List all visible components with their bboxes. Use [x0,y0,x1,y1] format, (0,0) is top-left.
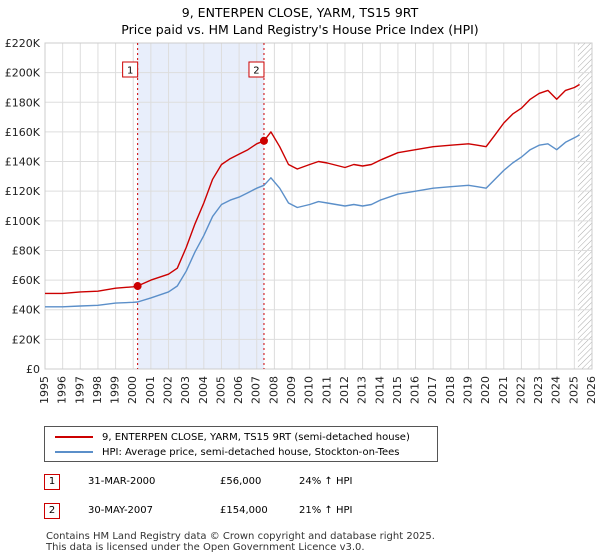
x-tick-label: 1995 [38,376,51,404]
y-tick-label: £80K [12,244,41,257]
x-tick-label: 2019 [461,376,474,404]
x-tick-label: 2012 [338,376,351,404]
x-tick-label: 2020 [479,376,492,404]
y-tick-label: £100K [5,215,41,228]
plot-background [45,43,592,369]
transaction-point [259,136,268,145]
legend-item-hpi: HPI: Average price, semi-detached house,… [55,445,400,459]
transaction-date: 31-MAR-2000 [88,476,156,487]
transaction-hpi-change: 24% ↑ HPI [299,476,353,487]
y-tick-label: £20K [12,333,41,346]
transaction-price: £56,000 [220,476,262,487]
x-tick-label: 2011 [320,376,333,404]
marker-badge-label: 2 [253,66,259,77]
transaction-row: 1 31-MAR-2000 £56,000 24% ↑ HPI [44,474,444,490]
legend-label-property: 9, ENTERPEN CLOSE, YARM, TS15 9RT (semi-… [102,431,410,443]
x-tick-label: 2014 [373,376,386,404]
legend-line-hpi [55,451,93,453]
x-tick-label: 2024 [550,376,563,404]
price-chart: £0 £20K £40K £60K £80K £100K £120K £140K £160K £1… [5,37,598,404]
chart-legend: 9, ENTERPEN CLOSE, YARM, TS15 9RT (semi-… [44,426,438,462]
y-tick-label: £60K [12,274,41,287]
footer-attribution: Contains HM Land Registry data © Crown c… [46,531,435,553]
x-tick-label: 2022 [514,376,527,404]
x-tick-label: 2021 [497,376,510,404]
x-tick-label: 2016 [409,376,422,404]
price-paid-line [45,83,580,295]
x-tick-label: 1999 [109,376,122,404]
legend-item-property: 9, ENTERPEN CLOSE, YARM, TS15 9RT (semi-… [55,430,410,444]
transaction-badge: 2 [44,503,60,519]
y-tick-label: £0 [26,363,40,376]
forecast-hatch [577,43,592,369]
x-tick-label: 2005 [214,376,227,404]
transaction-date: 30-MAY-2007 [88,505,154,516]
x-tick-label: 2000 [126,376,139,404]
x-tick-label: 2010 [303,376,316,404]
x-tick-label: 2017 [426,376,439,404]
chart-subtitle: Price paid vs. HM Land Registry's House … [121,22,479,37]
footer-line-licence: This data is licensed under the Open Gov… [46,542,365,553]
footer-line-copyright: Contains HM Land Registry data © Crown c… [46,531,435,542]
y-tick-label: £200K [5,67,41,80]
x-tick-label: 2004 [197,376,210,404]
x-tick-label: 2006 [232,376,245,404]
marker-badge [122,61,139,78]
x-tick-label: 2025 [567,376,580,404]
x-tick-label: 1997 [73,376,86,404]
transaction-point [133,282,142,291]
y-tick-label: £140K [5,156,41,169]
plot-border [44,42,593,370]
y-tick-label: £220K [5,37,41,50]
x-tick-label: 1998 [91,376,104,404]
x-tick-label: 2018 [444,376,457,404]
x-tick-label: 1996 [56,376,69,404]
x-tick-label: 2008 [267,376,280,404]
marker-badge-label: 1 [127,66,133,77]
x-tick-label: 2001 [144,376,157,404]
x-tick-label: 2023 [532,376,545,404]
transaction-price: £154,000 [220,505,268,516]
x-tick-label: 2003 [179,376,192,404]
transaction-row: 2 30-MAY-2007 £154,000 21% ↑ HPI [44,503,444,519]
x-tick-label: 2002 [162,376,175,404]
y-tick-label: £180K [5,96,41,109]
y-tick-label: £120K [5,185,41,198]
x-tick-label: 2007 [250,376,263,404]
chart-title: 9, ENTERPEN CLOSE, YARM, TS15 9RT [181,5,419,20]
legend-line-property [55,436,93,438]
shaded-period [137,43,264,369]
legend-label-hpi: HPI: Average price, semi-detached house,… [102,446,400,458]
x-tick-label: 2013 [356,376,369,404]
x-tick-label: 2009 [285,376,298,404]
hpi-line [45,134,580,308]
marker-badge [248,61,265,78]
x-tick-label: 2026 [585,376,598,404]
transaction-badge: 1 [44,474,60,490]
transaction-hpi-change: 21% ↑ HPI [299,505,353,516]
y-tick-label: £160K [5,126,41,139]
y-tick-label: £40K [12,304,41,317]
x-tick-label: 2015 [391,376,404,404]
